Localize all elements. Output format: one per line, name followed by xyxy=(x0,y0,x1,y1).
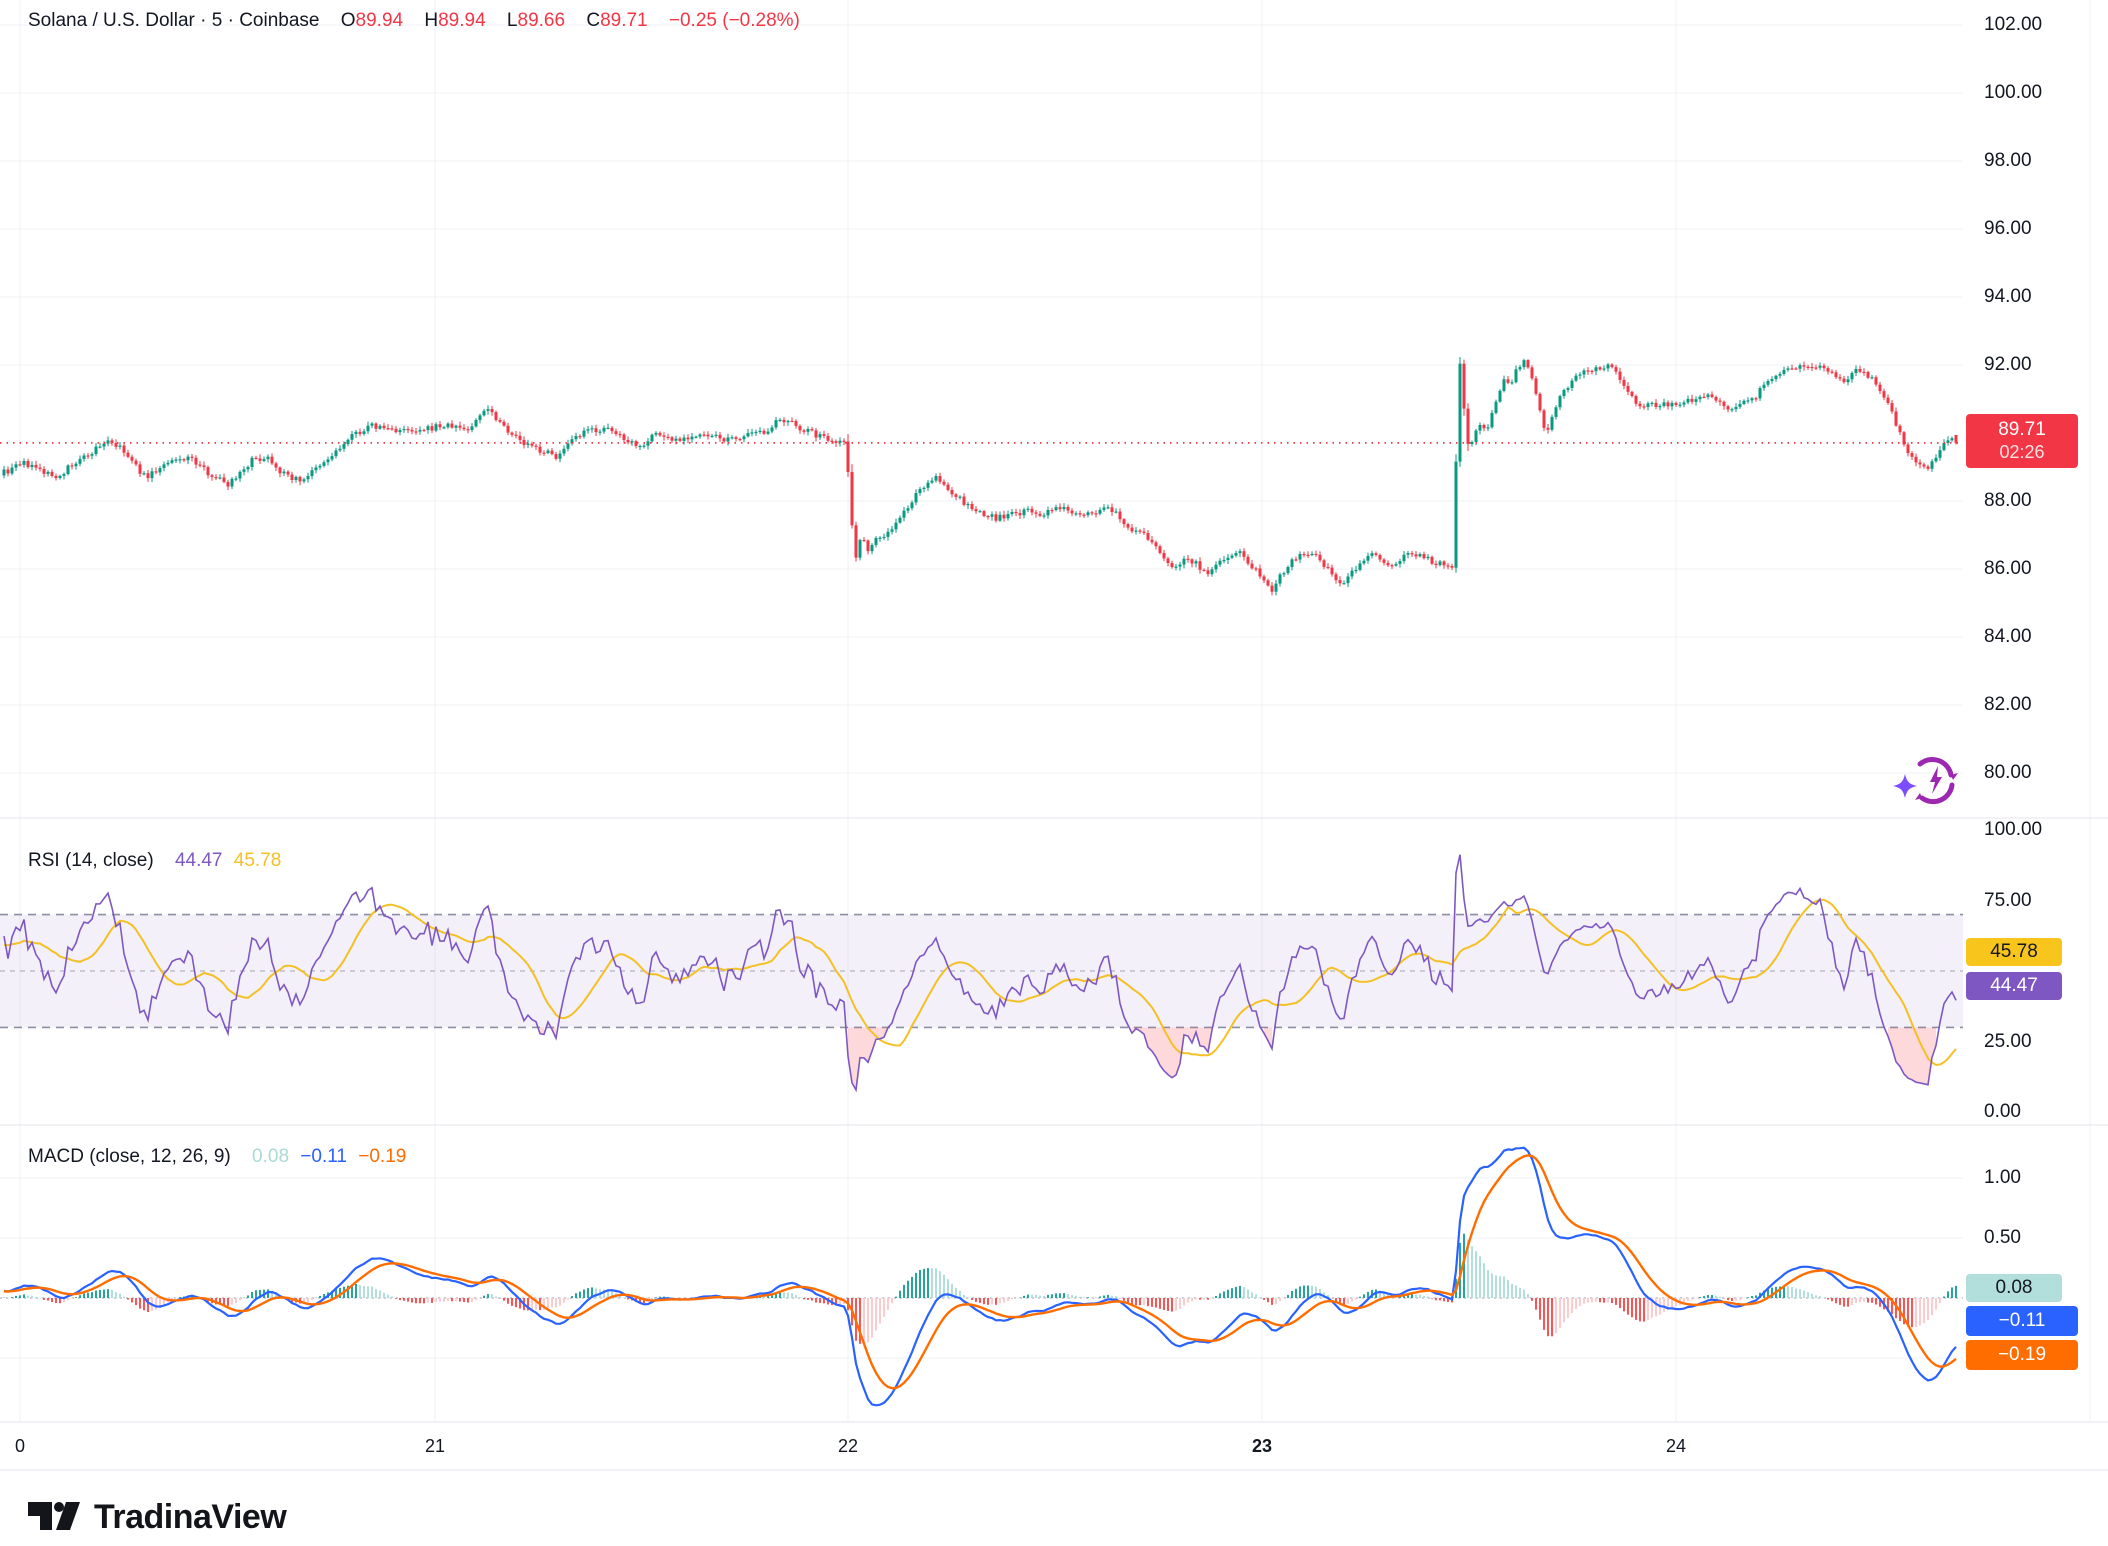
macd-signal-value: −0.19 xyxy=(358,1146,407,1167)
low-value: 89.66 xyxy=(517,10,566,31)
symbol-legend[interactable]: Solana / U.S. Dollar · 5 · Coinbase O89.… xyxy=(28,10,806,32)
rsi-name: RSI (14, close) xyxy=(28,850,154,871)
macd-histogram xyxy=(3,1233,1957,1344)
bar-countdown: 02:26 xyxy=(1999,441,2045,462)
price-axis-label: 94.00 xyxy=(1984,286,2032,307)
price-axis-label: 102.00 xyxy=(1984,14,2043,35)
current-price-badge: 89.71 02:26 xyxy=(1966,414,2078,468)
symbol-title: Solana / U.S. Dollar · 5 · Coinbase xyxy=(28,10,320,31)
close-label: C xyxy=(586,10,601,31)
rsi-value: 44.47 xyxy=(174,850,223,871)
time-axis-label: 21 xyxy=(424,1436,446,1456)
logo-text: TradinaView xyxy=(94,1497,287,1536)
open-label: O xyxy=(340,10,356,31)
rsi-axis-label: 25.00 xyxy=(1984,1030,2032,1052)
macd-axis-label: 1.00 xyxy=(1984,1167,2021,1188)
price-axis-label: 80.00 xyxy=(1984,762,2032,783)
open-value: 89.94 xyxy=(355,10,404,31)
macd-signal-badge: −0.19 xyxy=(1966,1340,2078,1370)
macd-signal-line xyxy=(3,1154,1957,1390)
macd-line-value: −0.11 xyxy=(300,1146,347,1167)
price-axis-label: 88.00 xyxy=(1984,490,2032,511)
macd-line-badge: −0.11 xyxy=(1966,1306,2078,1336)
rsi-axis-label: 75.00 xyxy=(1984,889,2032,911)
close-value: 89.71 xyxy=(600,10,648,31)
time-axis-label: 24 xyxy=(1665,1436,1687,1456)
price-axis-label: 84.00 xyxy=(1984,626,2032,647)
change-value: −0.25 (−0.28%) xyxy=(668,10,800,31)
price-axis-label: 98.00 xyxy=(1984,150,2032,171)
price-axis-label: 86.00 xyxy=(1984,558,2032,579)
macd-legend[interactable]: MACD (close, 12, 26, 9) 0.08 −0.11 −0.19 xyxy=(28,1146,412,1168)
high-value: 89.94 xyxy=(438,10,486,31)
time-axis-label: 22 xyxy=(837,1436,859,1456)
rsi-axis-label: 0.00 xyxy=(1984,1101,2021,1122)
high-label: H xyxy=(424,10,439,31)
rsi-badge: 44.47 xyxy=(1966,972,2062,1000)
rsi-axis-label: 100.00 xyxy=(1984,819,2043,840)
rsi-ma-value: 45.78 xyxy=(233,850,282,871)
tradingview-logo-icon xyxy=(28,1502,80,1530)
rsi-ma-line xyxy=(3,898,1957,1066)
time-axis-label: 23 xyxy=(1251,1436,1273,1456)
ai-lightning-icon[interactable] xyxy=(1892,750,1958,812)
current-price-value: 89.71 xyxy=(1998,418,2046,440)
tradingview-logo[interactable]: TradinaView xyxy=(28,1494,287,1540)
time-axis-label: 0 xyxy=(14,1436,25,1456)
macd-name: MACD (close, 12, 26, 9) xyxy=(28,1146,231,1167)
low-label: L xyxy=(506,10,518,31)
macd-line xyxy=(3,1146,1957,1407)
price-axis-label: 92.00 xyxy=(1984,354,2032,375)
price-axis-label: 96.00 xyxy=(1984,218,2032,239)
price-axis-label: 82.00 xyxy=(1984,694,2032,715)
rsi-legend[interactable]: RSI (14, close) 44.47 45.78 xyxy=(28,850,287,872)
macd-hist-badge: 0.08 xyxy=(1966,1274,2062,1302)
price-axis-label: 100.00 xyxy=(1984,82,2043,103)
candles-layer xyxy=(2,357,1958,596)
macd-axis-label: 0.50 xyxy=(1984,1227,2021,1248)
macd-hist-value: 0.08 xyxy=(252,1146,290,1167)
rsi-ma-badge: 45.78 xyxy=(1966,938,2062,966)
rsi-line xyxy=(3,854,1957,1093)
